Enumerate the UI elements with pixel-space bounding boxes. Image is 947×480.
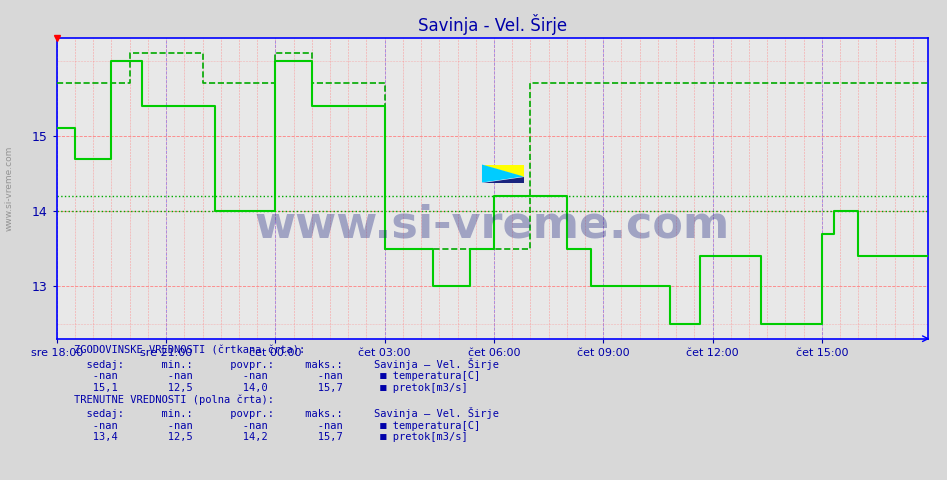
Text: ZGODOVINSKE VREDNOSTI (črtkana črta):
  sedaj:      min.:      povpr.:     maks.: ZGODOVINSKE VREDNOSTI (črtkana črta): se… — [74, 346, 499, 442]
Polygon shape — [482, 177, 524, 182]
Polygon shape — [482, 165, 524, 182]
Text: www.si-vreme.com: www.si-vreme.com — [5, 146, 13, 231]
FancyBboxPatch shape — [482, 165, 524, 182]
Polygon shape — [482, 165, 524, 177]
Text: www.si-vreme.com: www.si-vreme.com — [255, 203, 730, 246]
Title: Savinja - Vel. Širje: Savinja - Vel. Širje — [418, 14, 567, 36]
